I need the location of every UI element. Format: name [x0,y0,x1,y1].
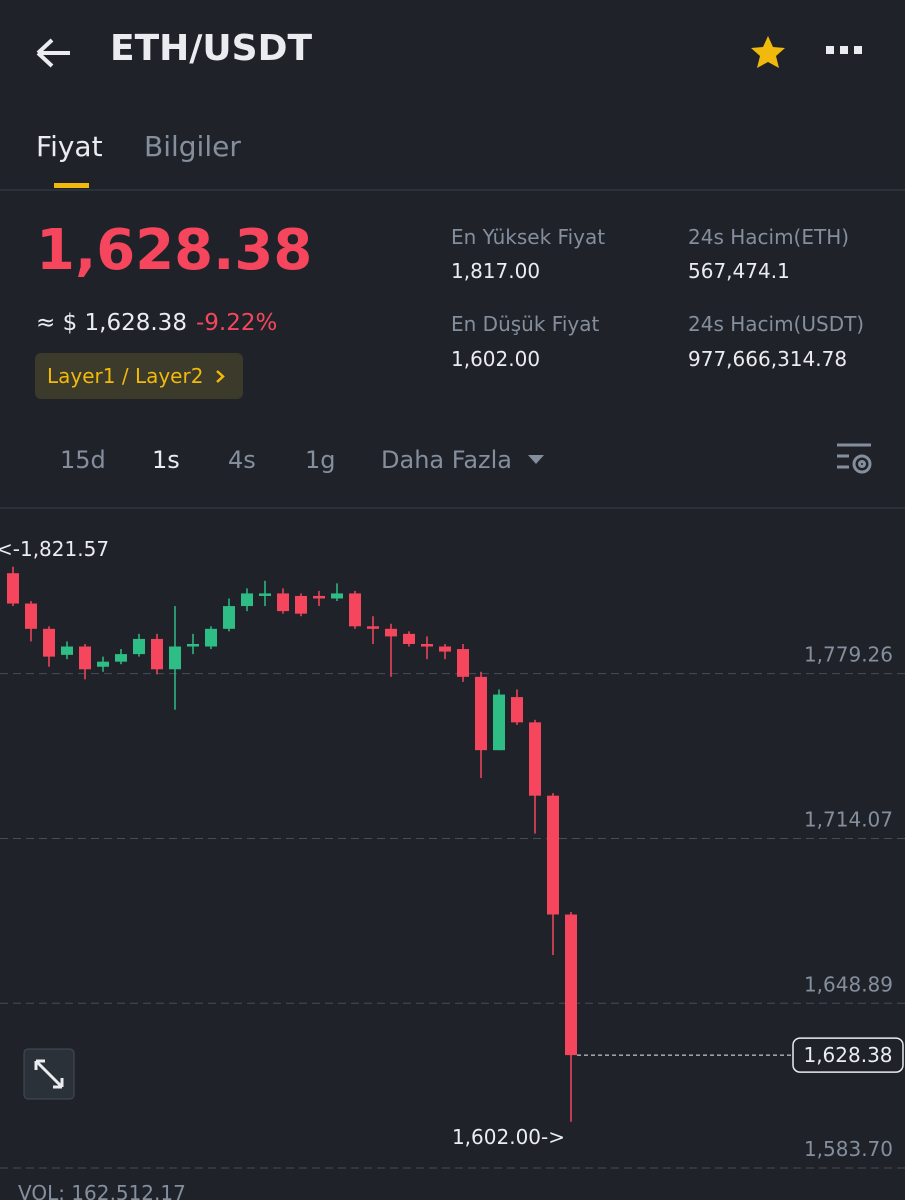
divider [0,189,905,191]
candle-body [7,573,19,604]
candle-body [403,633,415,644]
candle-body [43,628,55,657]
volume-label: VOL: 162,512.17 [18,1181,186,1200]
candle-body [259,593,271,596]
stat-value: 1,602.00 [451,347,541,371]
candle-body [133,638,145,655]
candle-body [565,914,577,1056]
candle-body [277,593,289,612]
candle-body [241,593,253,607]
stat-value: 567,474.1 [688,259,790,283]
candle-body [385,628,397,637]
candle-body [97,661,109,667]
price-change: -9.22% [196,310,278,336]
low-label: 1,602.00-> [452,1125,565,1149]
tag-chevron [216,370,226,383]
candlestick-chart: 1,779.26 1,714.07 1,648.89 1,583.70 1,628.38… [0,537,905,1200]
interval[interactable]: 1g [305,446,336,474]
candle-body [367,626,379,629]
divider [0,507,905,509]
dropdown-caret [528,455,544,464]
y-tick-label: 1,583.70 [804,1137,893,1161]
back-button[interactable] [34,36,74,70]
tab-indicator [54,183,89,188]
candle-body [529,722,541,796]
candle-body [457,649,469,677]
pair-title: ETH/USDT [110,28,313,69]
interval[interactable]: 15d [60,446,106,474]
tag-text: Layer1 / Layer2 [47,364,204,388]
stat-value: 1,817.00 [451,259,541,283]
candle-body [331,593,343,599]
y-tick-label: 1,714.07 [804,807,893,831]
favorite-star[interactable] [749,34,787,70]
stat-label: En Yüksek Fiyat [451,225,606,249]
candle-body [79,646,91,670]
candle-body [25,603,37,629]
stat-label: 24s Hacim(ETH) [688,225,850,249]
stat-label: En Düşük Fiyat [451,312,600,336]
candle-body [151,638,163,670]
last-price-label: 1,628.38 [803,1043,892,1067]
candle-body [313,595,325,599]
last-price: 1,628.38 [36,218,313,283]
candle-body [349,593,361,627]
candle-body [223,606,235,629]
candle-body [421,643,433,647]
stat-value: 977,666,314.78 [688,347,848,371]
tab[interactable]: Bilgiler [144,130,241,163]
usd-price: ≈ $ 1,628.38 [36,310,187,336]
tab[interactable]: Fiyat [36,130,103,163]
candle-body [205,628,217,647]
interval[interactable]: 1s [152,446,180,474]
expand-icon [34,1059,64,1089]
stat-label: 24s Hacim(USDT) [688,312,865,336]
high-label: <-1,821.57 [0,537,109,561]
category-tag[interactable]: Layer1 / Layer2 [35,353,244,399]
candle-body [493,694,505,751]
candle-body [169,646,181,670]
candle-body [115,654,127,662]
y-tick-label: 1,648.89 [804,972,893,996]
more-menu[interactable] [826,44,864,56]
candle-body [439,646,451,652]
candle-body [511,697,523,723]
interval[interactable]: 4s [228,446,256,474]
candle-body [547,795,559,915]
candle-body [61,646,73,655]
interval[interactable]: Daha Fazla [381,446,513,474]
candle-body [295,595,307,614]
last-price-box [792,1037,904,1073]
candle-body [475,676,487,751]
y-tick-label: 1,779.26 [804,643,893,667]
candle-body [187,643,199,647]
chart-settings[interactable] [835,442,873,476]
